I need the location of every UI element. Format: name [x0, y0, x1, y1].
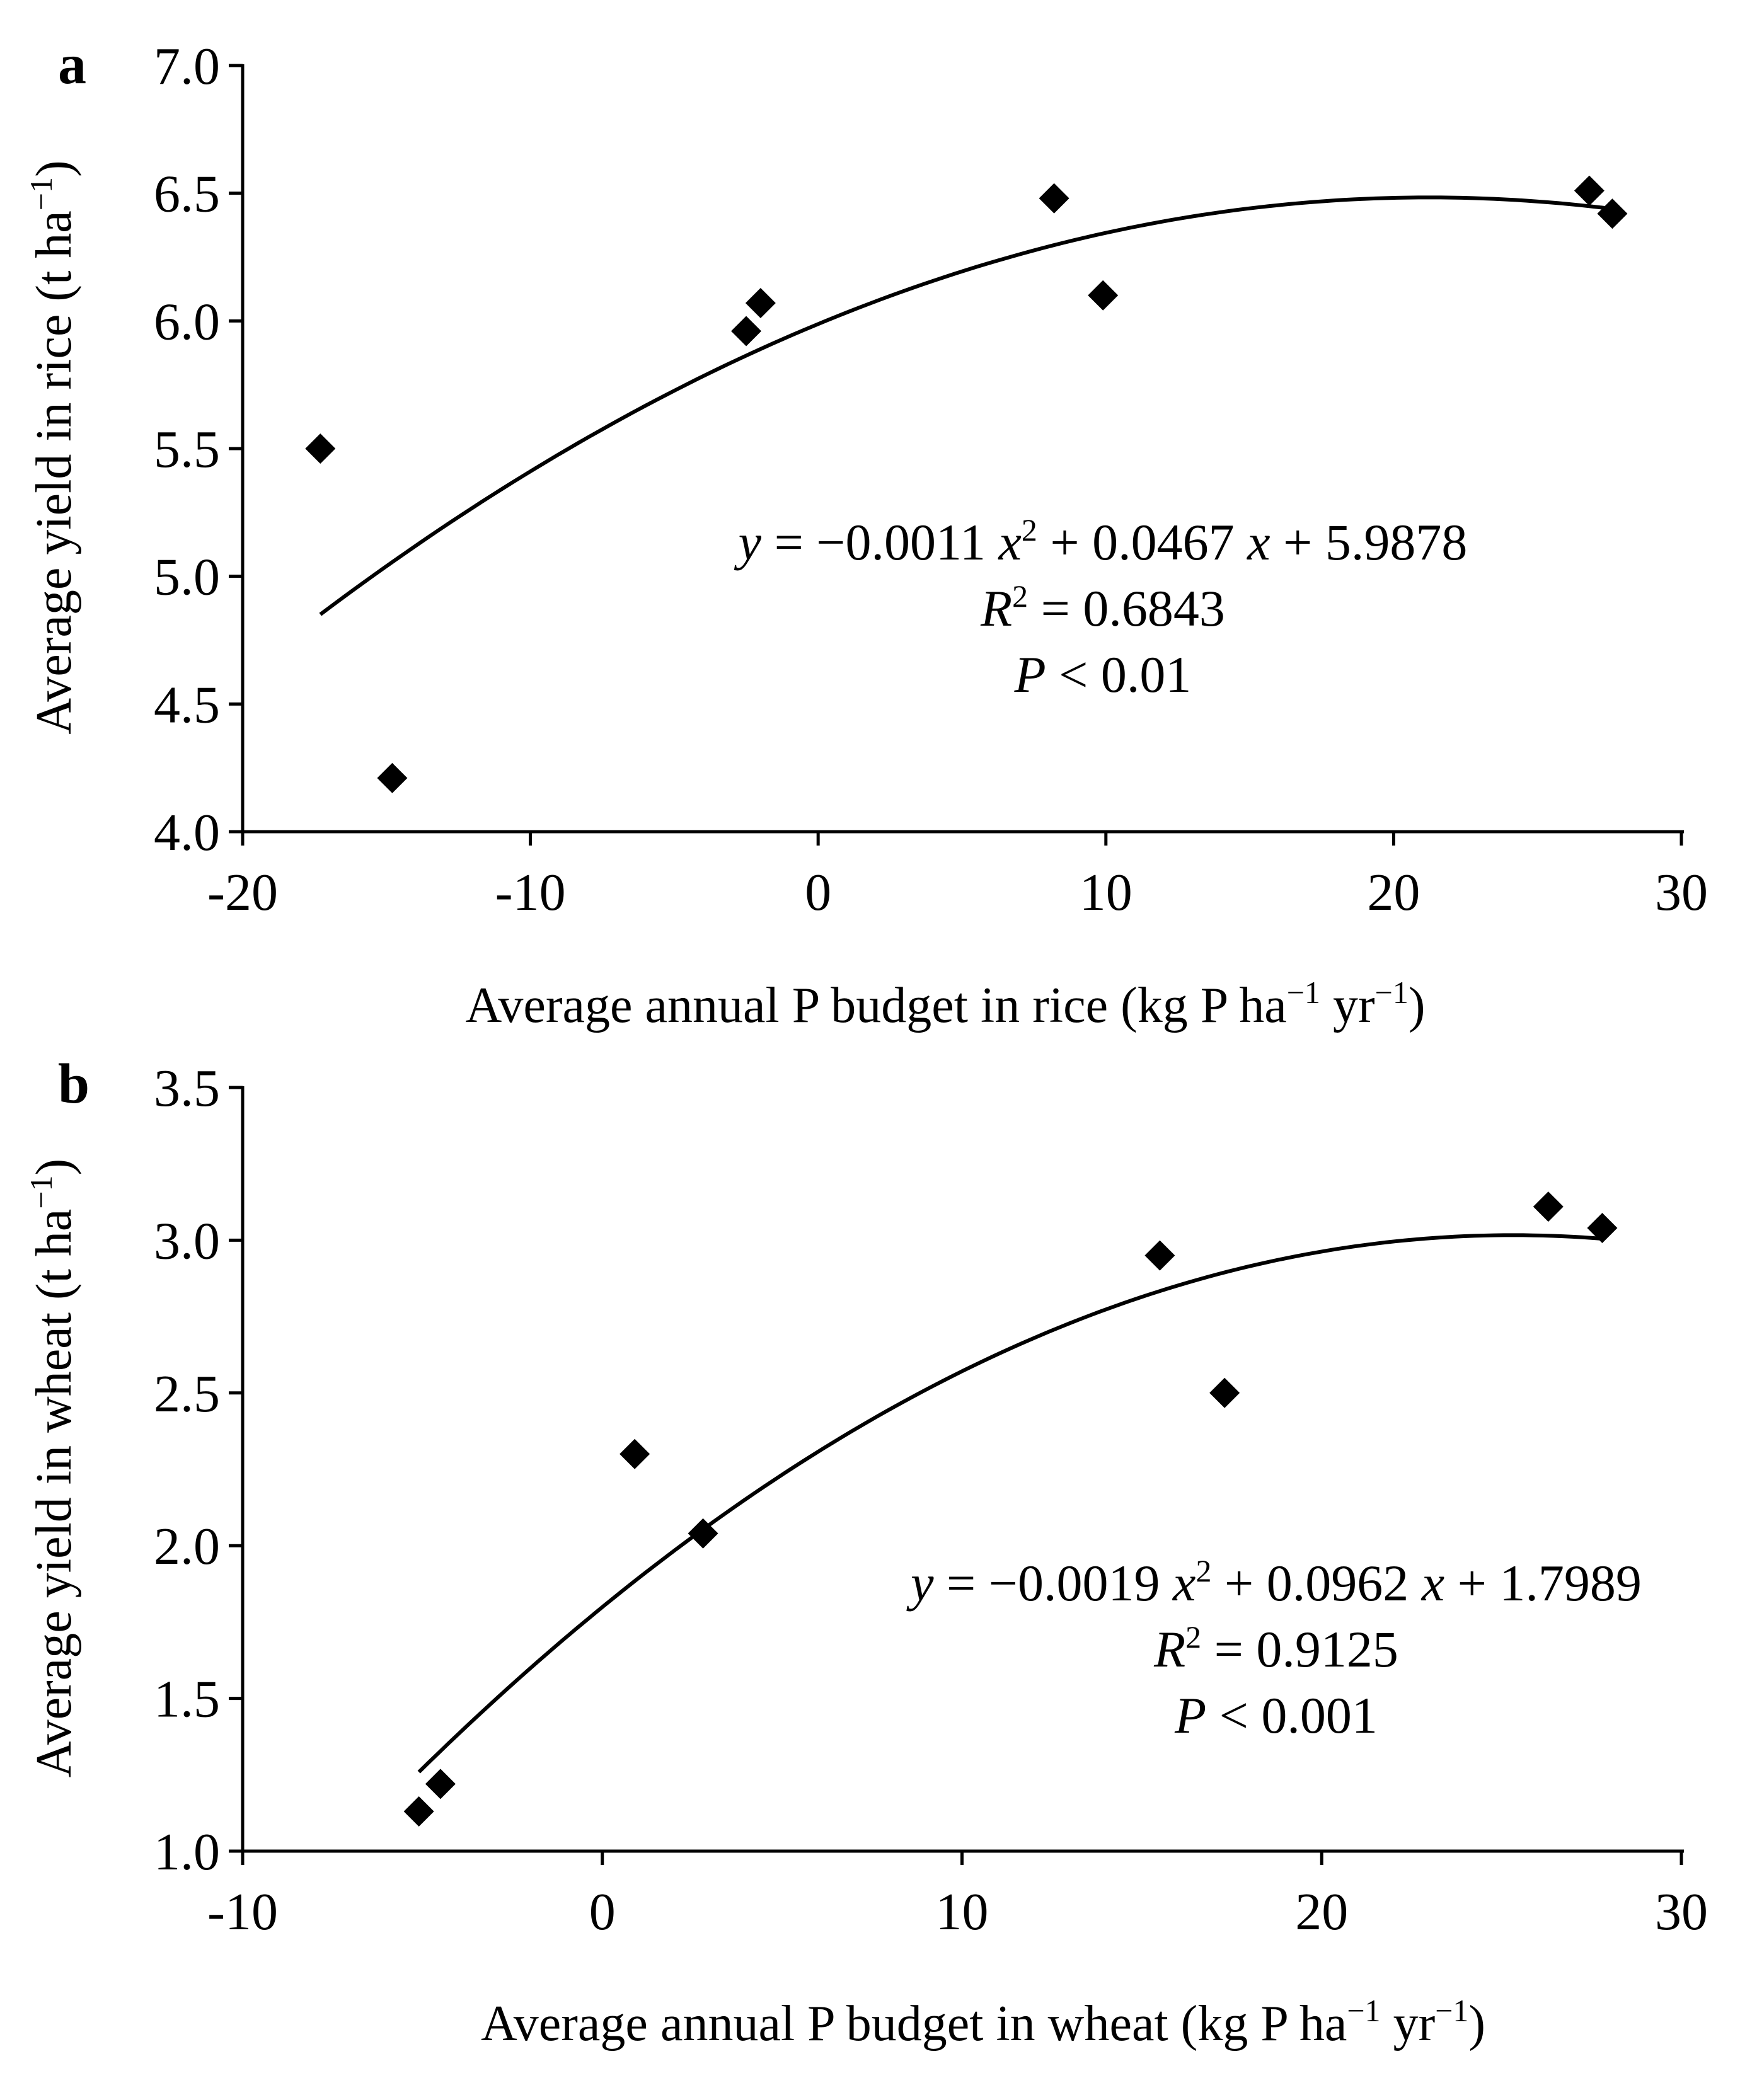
- panel-b-y-tick-label: 1.0: [154, 1823, 220, 1881]
- panel-b: b 1.0 1.5 2.0 2.5 3.0 3.5 -10 0 10 20 30 Average y…: [23, 1053, 1708, 2051]
- panel-b-x-axis-title: Average annual P budget in wheat (kg P h…: [481, 1993, 1485, 2051]
- panel-b-p-value: P < 0.001: [1174, 1687, 1378, 1744]
- panel-a-y-tick-label: 4.0: [154, 803, 220, 862]
- panel-a-x-tick-label: 30: [1655, 863, 1708, 922]
- panel-b-x-tick-label: 20: [1295, 1883, 1348, 1941]
- panel-a-label: a: [58, 33, 86, 96]
- panel-b-data-point: [688, 1518, 718, 1549]
- panel-b-data-point: [425, 1769, 456, 1799]
- panel-b-r-squared: R2 = 0.9125: [1153, 1619, 1398, 1678]
- panel-a-data-point: [731, 316, 762, 347]
- panel-a-data-point: [1574, 175, 1605, 206]
- panel-b-x-tick-label: -10: [207, 1883, 278, 1941]
- panel-b-data-point: [403, 1796, 434, 1827]
- panel-a-data-point: [1088, 280, 1119, 311]
- panel-a-y-axis-title: Average yield in rice (t ha−1): [23, 160, 82, 734]
- panel-a-y-tick-label: 7.0: [154, 37, 220, 96]
- panel-b-x-tick-label: 10: [936, 1883, 989, 1941]
- panel-a-data-point: [377, 762, 408, 793]
- panel-b-data-point: [1209, 1377, 1240, 1408]
- panel-b-y-axis-title: Average yield in wheat (t ha−1): [23, 1159, 82, 1777]
- panel-b-data-point: [619, 1438, 650, 1469]
- panel-a-data-point: [1597, 198, 1628, 229]
- panel-a-fit-curve: [319, 195, 1613, 616]
- panel-a-x-tick-label: 20: [1367, 863, 1420, 922]
- panel-b-y-tick-label: 2.5: [154, 1365, 220, 1423]
- panel-b-regression-equation: y = −0.0019 x2 + 0.0962 x + 1.7989: [906, 1553, 1642, 1612]
- panel-a-data-points: [305, 175, 1628, 793]
- panel-a-y-tick-label: 6.0: [154, 292, 220, 351]
- panel-b-data-points: [403, 1191, 1618, 1827]
- panel-a-x-tick-label: -10: [495, 863, 566, 922]
- panel-a: a 4.0 4.5 5.0 5.5 6.0 6.5 7.0 -20 -10 0 10 20 30 Ave…: [23, 33, 1708, 1033]
- panel-a-x-tick-label: 0: [805, 863, 831, 922]
- panel-a-x-axis-title: Average annual P budget in rice (kg P ha…: [466, 975, 1426, 1033]
- panel-a-y-tick-label: 4.5: [154, 675, 220, 734]
- panel-a-r-squared: R2 = 0.6843: [980, 578, 1225, 637]
- panel-a-ticks: 4.0 4.5 5.0 5.5 6.0 6.5 7.0 -20 -10 0 10 20 30: [154, 37, 1708, 922]
- panel-a-p-value: P < 0.01: [1014, 646, 1192, 703]
- panel-a-y-tick-label: 5.0: [154, 548, 220, 607]
- panel-a-regression-equation: y = −0.0011 x2 + 0.0467 x + 5.9878: [734, 512, 1468, 571]
- panel-a-data-point: [745, 287, 776, 318]
- panel-a-x-tick-label: -20: [207, 863, 278, 922]
- panel-b-x-tick-label: 30: [1655, 1883, 1708, 1941]
- panel-b-data-point: [1587, 1213, 1618, 1244]
- panel-b-label: b: [58, 1053, 89, 1115]
- panel-b-ticks: 1.0 1.5 2.0 2.5 3.0 3.5 -10 0 10 20 30: [154, 1059, 1708, 1941]
- panel-a-data-point: [305, 433, 336, 464]
- panel-b-y-tick-label: 2.0: [154, 1517, 220, 1576]
- panel-b-y-tick-label: 3.0: [154, 1212, 220, 1270]
- panel-b-x-tick-label: 0: [589, 1883, 616, 1941]
- panel-b-y-tick-label: 1.5: [154, 1670, 220, 1729]
- panel-b-data-point: [1533, 1191, 1564, 1222]
- panel-a-y-tick-label: 6.5: [154, 165, 220, 224]
- panel-b-fit-curve: [417, 1233, 1603, 1774]
- panel-b-data-point: [1144, 1240, 1175, 1271]
- panel-a-y-tick-label: 5.5: [154, 420, 220, 479]
- panel-a-x-tick-label: 10: [1080, 863, 1132, 922]
- panel-a-data-point: [1039, 183, 1069, 214]
- panel-b-y-tick-label: 3.5: [154, 1059, 220, 1118]
